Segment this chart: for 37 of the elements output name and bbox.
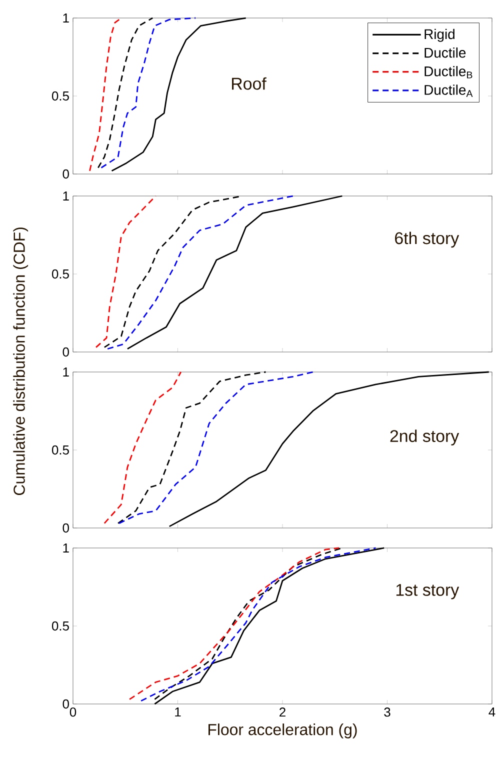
x-tick-label: 3 bbox=[384, 708, 390, 717]
annotation: 1st story bbox=[396, 584, 460, 600]
legend-label: Rigid bbox=[424, 28, 455, 42]
line-series bbox=[118, 371, 314, 524]
y-axis-title: Cumulative distribution function (CDF) bbox=[13, 228, 28, 496]
y-tick-label: 0.5 bbox=[52, 91, 69, 101]
line-series bbox=[100, 17, 196, 168]
y-tick-label: 0.5 bbox=[52, 269, 69, 279]
y-tick-label: 0.5 bbox=[52, 621, 69, 631]
x-tick-label: 4 bbox=[488, 708, 496, 716]
line-series bbox=[106, 195, 294, 350]
x-tick-label: 2 bbox=[280, 708, 286, 717]
x-axis-title: Floor acceleration (g) bbox=[208, 724, 357, 738]
annotation: Roof bbox=[232, 77, 266, 90]
annotation: 6th story bbox=[395, 232, 460, 248]
legend-label: Ductile$_{B}$ bbox=[424, 66, 472, 78]
line-series bbox=[89, 17, 122, 172]
y-tick-label: 0.5 bbox=[52, 445, 69, 455]
y-tick-label: 1 bbox=[63, 544, 69, 552]
y-tick-label: 1 bbox=[63, 368, 69, 376]
legend-label: Ductile bbox=[424, 47, 466, 58]
y-tick-label: 0 bbox=[62, 699, 70, 709]
y-tick-label: 1 bbox=[63, 192, 69, 200]
y-tick-label: 0 bbox=[62, 523, 70, 533]
line-series bbox=[95, 195, 156, 348]
annotation: 2nd story bbox=[390, 430, 460, 446]
x-tick-label: 0 bbox=[70, 708, 76, 717]
line-series bbox=[97, 17, 154, 168]
x-tick-label: 1 bbox=[175, 708, 181, 716]
y-tick-label: 0 bbox=[62, 169, 70, 179]
line-series bbox=[104, 371, 182, 524]
y-tick-label: 1 bbox=[63, 14, 69, 22]
line-series bbox=[168, 371, 490, 528]
line-series bbox=[117, 371, 266, 524]
line-series bbox=[126, 195, 343, 350]
y-tick-label: 0 bbox=[62, 347, 70, 357]
legend-label: Ductile$_{A}$ bbox=[424, 84, 473, 97]
